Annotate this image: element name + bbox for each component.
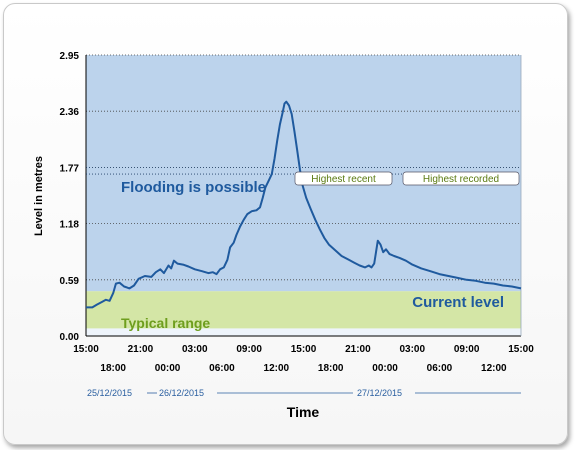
y-tick-label: 2.36 (60, 107, 80, 118)
x-tick-label: 18:00 (318, 363, 344, 374)
x-tick-label: 12:00 (264, 363, 290, 374)
x-tick-labels: 15:00 21:00 03:00 09:00 15:00 21:00 03:00 09:00… (73, 344, 534, 374)
y-tick-label: 1.77 (60, 163, 80, 174)
date-label: 25/12/2015 (87, 388, 132, 398)
y-tick-labels: 0.00 0.59 1.18 1.77 2.36 2.95 (60, 51, 80, 343)
y-tick-label: 0.59 (60, 276, 80, 287)
series-layer (86, 100, 522, 309)
x-tick-label: 03:00 (399, 344, 425, 355)
x-tick-label: 21:00 (345, 344, 371, 355)
x-tick-label: 06:00 (427, 363, 453, 374)
reference-label-box (402, 171, 520, 186)
x-axis-title: Time (287, 404, 320, 420)
typical-range-band (86, 291, 521, 329)
x-tick-label: 21:00 (128, 344, 154, 355)
y-tick-label: 2.95 (60, 51, 80, 62)
reference-lines (86, 166, 521, 175)
flood-band-label: Flooding is possible (121, 179, 266, 196)
x-tick-label: 18:00 (100, 363, 126, 374)
x-tick-label: 03:00 (182, 344, 208, 355)
reference-label: Highest recorded (423, 174, 499, 185)
y-tick-label: 0.00 (60, 332, 80, 343)
y-tick-label: 1.18 (60, 220, 80, 231)
x-tick-label: 12:00 (481, 363, 507, 374)
x-tick-label: 09:00 (454, 344, 480, 355)
x-tick-label: 09:00 (236, 344, 262, 355)
y-axis-title: Level in metres (33, 156, 45, 236)
reference-label: Highest recent (311, 174, 376, 185)
x-tick-label: 15:00 (291, 344, 317, 355)
x-tick-label: 00:00 (155, 363, 181, 374)
x-tick-label: 06:00 (209, 363, 235, 374)
x-tick-label: 00:00 (372, 363, 398, 374)
date-label: 26/12/2015 (159, 388, 204, 398)
reference-label-box (294, 171, 393, 186)
x-tick-label: 15:00 (73, 344, 99, 355)
typical-range-label: Typical range (121, 315, 210, 331)
date-label: 27/12/2015 (357, 388, 402, 398)
current-level-label: Current level (412, 294, 504, 311)
date-labels: 25/12/2015 26/12/2015 27/12/2015 (87, 388, 521, 398)
x-tick-label: 15:00 (508, 344, 534, 355)
chart-labels: Flooding is possible Typical range Current… (33, 156, 520, 420)
river-level-line (86, 100, 522, 309)
